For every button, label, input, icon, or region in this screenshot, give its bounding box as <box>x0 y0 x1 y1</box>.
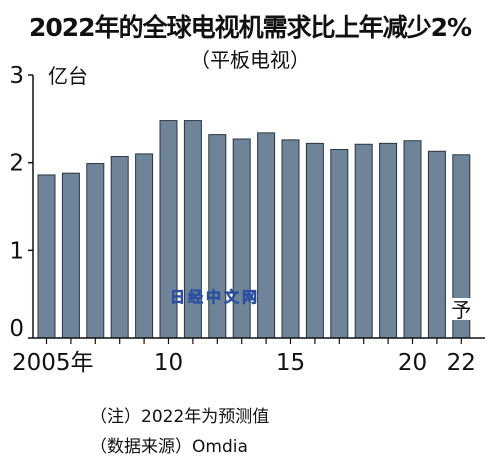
y-tick-label-0: 0 <box>9 316 24 342</box>
bar-2016 <box>305 142 324 339</box>
bar-2008 <box>110 156 129 339</box>
x-tick-label-2005: 2005年 <box>12 350 94 376</box>
bar-2012 <box>208 134 227 339</box>
chart-title: 2022年的全球电视机需求比上年减少2% <box>28 13 472 42</box>
y-tick-label-1: 1 <box>9 238 24 264</box>
y-tick-label-3: 3 <box>9 63 24 89</box>
bar-2019 <box>379 142 398 339</box>
bar-2009 <box>135 153 154 339</box>
footnote-source: （数据来源）Omdia <box>90 437 248 457</box>
watermark-text: 日经中文网 <box>170 288 260 306</box>
bar-2018 <box>354 143 373 339</box>
forecast-label-bg <box>450 298 473 320</box>
footnote-forecast: （注）2022年为预测值 <box>90 407 270 427</box>
bar-2021 <box>427 150 446 339</box>
x-tick-label-2010: 10 <box>154 350 183 376</box>
bar-2006 <box>61 172 80 339</box>
x-tick-label-2022: 22 <box>447 350 476 376</box>
bar-2013 <box>232 138 251 339</box>
bar-2015 <box>281 139 300 339</box>
forecast-label: 予 <box>451 298 471 322</box>
y-tick-label-2: 2 <box>9 151 24 177</box>
chart-subtitle: （平板电视） <box>190 48 310 72</box>
y-axis-unit-label: 亿台 <box>48 64 88 88</box>
x-tick-label-2015: 15 <box>276 350 305 376</box>
x-tick-label-2020: 20 <box>398 350 427 376</box>
bar-2017 <box>330 149 349 339</box>
bar-2005 <box>37 174 56 339</box>
bar-2014 <box>257 132 276 339</box>
bar-2020 <box>403 140 422 339</box>
bar-2007 <box>86 163 105 339</box>
